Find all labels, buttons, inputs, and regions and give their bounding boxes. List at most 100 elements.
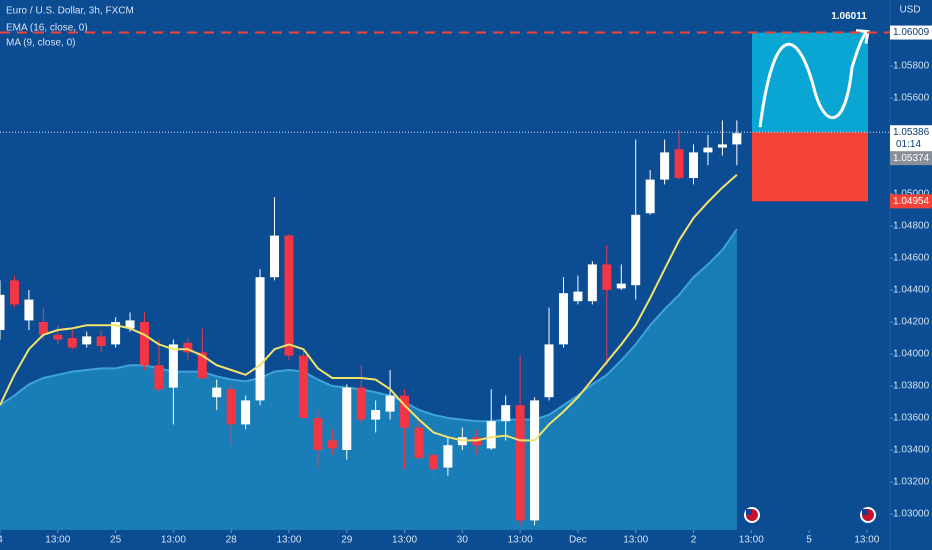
x-tick-label: 13:00 — [392, 535, 417, 546]
candle-body — [342, 387, 352, 450]
x-tick-label: 28 — [226, 535, 238, 546]
y-tick-label: 1.03800 — [893, 381, 930, 392]
candle-body — [241, 400, 251, 425]
arrow-head — [855, 29, 870, 44]
y-tick-label: 1.04000 — [893, 349, 930, 360]
y-axis-label: USD — [899, 5, 920, 16]
candle-body — [631, 214, 641, 286]
candle-body — [356, 387, 366, 420]
candle-body — [154, 365, 164, 390]
legend-entry: EMA (16, close, 0) — [6, 23, 88, 34]
y-tick-label: 1.03200 — [893, 477, 930, 488]
price-tag-label: 1.04954 — [893, 196, 930, 207]
price-tag — [890, 125, 932, 154]
candle-body — [226, 389, 236, 425]
x-tick-label: 13:00 — [508, 535, 533, 546]
price-tag — [890, 25, 932, 40]
x-tick-label: Dec — [569, 535, 587, 546]
candle-body — [558, 293, 568, 345]
candle-body — [9, 280, 19, 305]
chart-title: Euro / U.S. Dollar, 3h, FXCM — [6, 6, 134, 17]
candle-body — [197, 352, 207, 378]
candle-body — [0, 294, 5, 330]
candle-body — [371, 410, 381, 420]
price-tag-label: 1.05386 — [893, 127, 930, 138]
legend-entry: MA (9, close, 0) — [6, 38, 75, 49]
y-tick-label: 1.05600 — [893, 93, 930, 104]
flag-icon — [744, 507, 760, 523]
candle-body — [284, 235, 294, 356]
candle-body — [443, 445, 453, 468]
y-tick-label: 1.03400 — [893, 445, 930, 456]
y-tick-label: 1.03000 — [893, 509, 930, 520]
candle-body — [82, 336, 92, 345]
candle-body — [298, 355, 308, 418]
y-tick-label: 1.04200 — [893, 317, 930, 328]
candle-body — [717, 144, 727, 148]
candle-body — [53, 334, 63, 340]
candle-body — [385, 395, 395, 412]
candle-body — [24, 299, 34, 321]
price-tag-label: 1.05374 — [893, 153, 930, 164]
y-tick-label: 1.04800 — [893, 221, 930, 232]
candle-body — [587, 264, 597, 302]
candle-body — [660, 152, 670, 180]
x-tick-label: 13:00 — [276, 535, 301, 546]
flag-icon — [860, 507, 876, 523]
candle-body — [689, 152, 699, 178]
candle-body — [327, 440, 337, 449]
price-tag — [890, 194, 932, 209]
ma-line — [0, 174, 738, 442]
x-tick-label: 13:00 — [854, 535, 879, 546]
x-tick-label: 13:00 — [739, 535, 764, 546]
price-tag — [890, 151, 932, 166]
candle-body — [573, 291, 583, 302]
candle-body — [414, 427, 424, 458]
price-tag-label: 1.06009 — [893, 27, 930, 38]
ema-area — [0, 229, 737, 530]
candle-body — [111, 322, 121, 345]
x-tick-label: 5 — [806, 535, 812, 546]
x-tick-label: 25 — [110, 535, 122, 546]
candle-body — [428, 454, 438, 470]
y-tick-label: 1.04400 — [893, 285, 930, 296]
y-tick-label: 1.05000 — [893, 189, 930, 200]
candle-body — [703, 147, 713, 153]
candle-body — [544, 344, 554, 398]
candle-body — [67, 338, 77, 348]
candle-body — [183, 342, 193, 353]
x-tick-label: 4 — [0, 535, 3, 546]
target-annotation: 1.06011 — [831, 11, 867, 22]
x-tick-label: 30 — [457, 535, 469, 546]
candle-body — [255, 277, 265, 401]
y-tick-label: 1.03600 — [893, 413, 930, 424]
candle-body — [515, 405, 525, 521]
y-tick-label: 1.05800 — [893, 61, 930, 72]
candle-body — [96, 336, 106, 346]
candle-body — [602, 264, 612, 290]
x-tick-label: 29 — [341, 535, 353, 546]
y-tick-label: 1.04600 — [893, 253, 930, 264]
x-tick-label: 2 — [691, 535, 697, 546]
x-tick-label: 13:00 — [161, 535, 186, 546]
x-tick-label: 13:00 — [623, 535, 648, 546]
candle-body — [400, 395, 410, 428]
candle-body — [486, 421, 496, 449]
candle-body — [125, 320, 135, 329]
candle-body — [501, 405, 511, 422]
candle-body — [313, 418, 323, 450]
candle-body — [168, 344, 178, 388]
candle-body — [732, 133, 742, 145]
plot-area — [0, 120, 742, 530]
candle-body — [530, 400, 540, 521]
candle-body — [674, 149, 684, 178]
candle-body — [38, 322, 48, 335]
loss-zone — [752, 132, 868, 202]
curve-arrow — [758, 31, 868, 128]
candle-body — [645, 179, 655, 214]
candle-body — [212, 387, 222, 398]
x-tick-label: 13:00 — [45, 535, 70, 546]
candle-body — [139, 322, 149, 366]
countdown: 01:14 — [896, 139, 921, 150]
